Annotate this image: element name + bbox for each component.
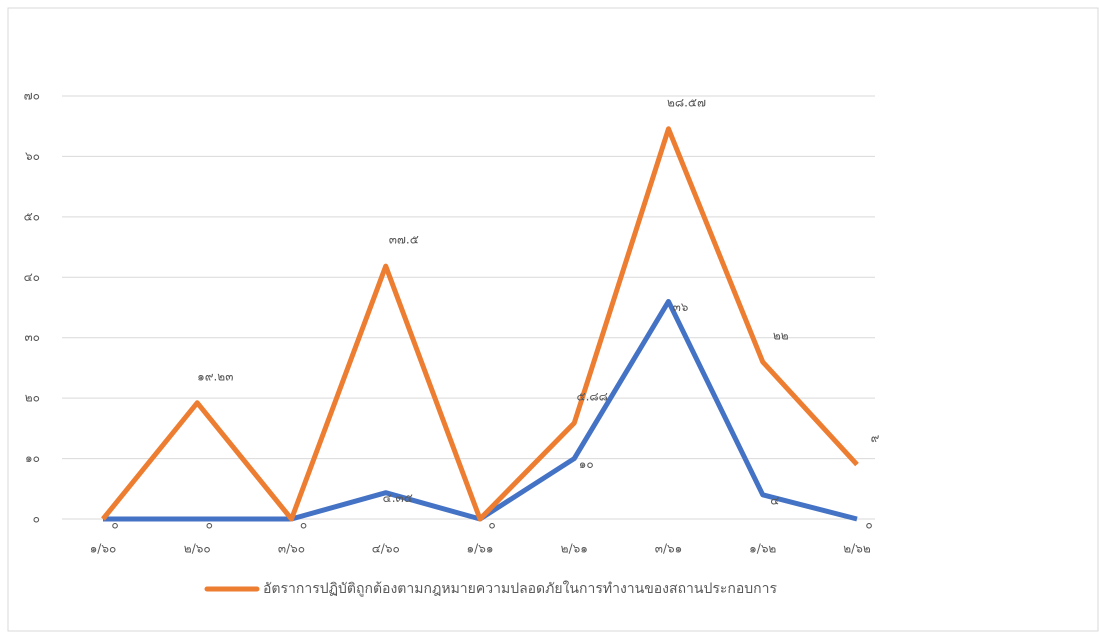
data-label: ๐ <box>206 518 213 532</box>
x-tick-label: ๑/๖๐ <box>90 542 117 556</box>
x-tick-label: ๓/๖๐ <box>278 542 305 556</box>
y-tick-label: ๖๐ <box>25 149 40 163</box>
y-tick-label: ๔๐ <box>24 270 40 284</box>
x-tick-label: ๓/๖๑ <box>655 542 682 556</box>
y-tick-label: ๕๐ <box>24 209 40 223</box>
y-tick-label: ๒๐ <box>25 391 40 405</box>
x-tick-label: ๒/๖๐ <box>184 542 211 556</box>
data-label: ๐ <box>300 518 307 532</box>
data-label: ๒๘.๕๗ <box>667 95 706 109</box>
chart-frame <box>7 7 1099 632</box>
x-tick-label: ๒/๖๑ <box>561 542 588 556</box>
y-tick-label: ๑๐ <box>25 451 40 465</box>
legend-label: อัตราการปฏิบัติถูกต้องตามกฎหมายความปลอดภ… <box>263 580 778 597</box>
data-label: ๓๗.๕ <box>389 233 419 247</box>
data-label: ๐ <box>865 518 872 532</box>
data-label: ๙ <box>871 431 880 445</box>
data-label: ๐ <box>488 518 495 532</box>
data-label: ๕.๘๘ <box>577 390 608 404</box>
data-label: ๑๙.๒๓ <box>197 369 233 383</box>
y-tick-label: ๓๐ <box>24 330 40 344</box>
data-label: ๔ <box>770 493 779 507</box>
y-tick-label: ๐ <box>33 512 40 526</box>
data-label: ๔.๓๕ <box>383 491 413 505</box>
x-tick-label: ๑/๖๒ <box>749 542 776 556</box>
data-label: ๒๒ <box>773 328 789 342</box>
x-tick-label: ๑/๖๑ <box>467 542 494 556</box>
series-line <box>101 126 859 522</box>
x-tick-label: ๔/๖๐ <box>372 542 400 556</box>
y-tick-label: ๗๐ <box>24 89 40 103</box>
data-label: ๓๖ <box>673 300 689 314</box>
x-tick-label: ๒/๖๒ <box>843 542 871 556</box>
data-label: ๐ <box>111 518 118 532</box>
data-label: ๑๐ <box>579 457 594 471</box>
